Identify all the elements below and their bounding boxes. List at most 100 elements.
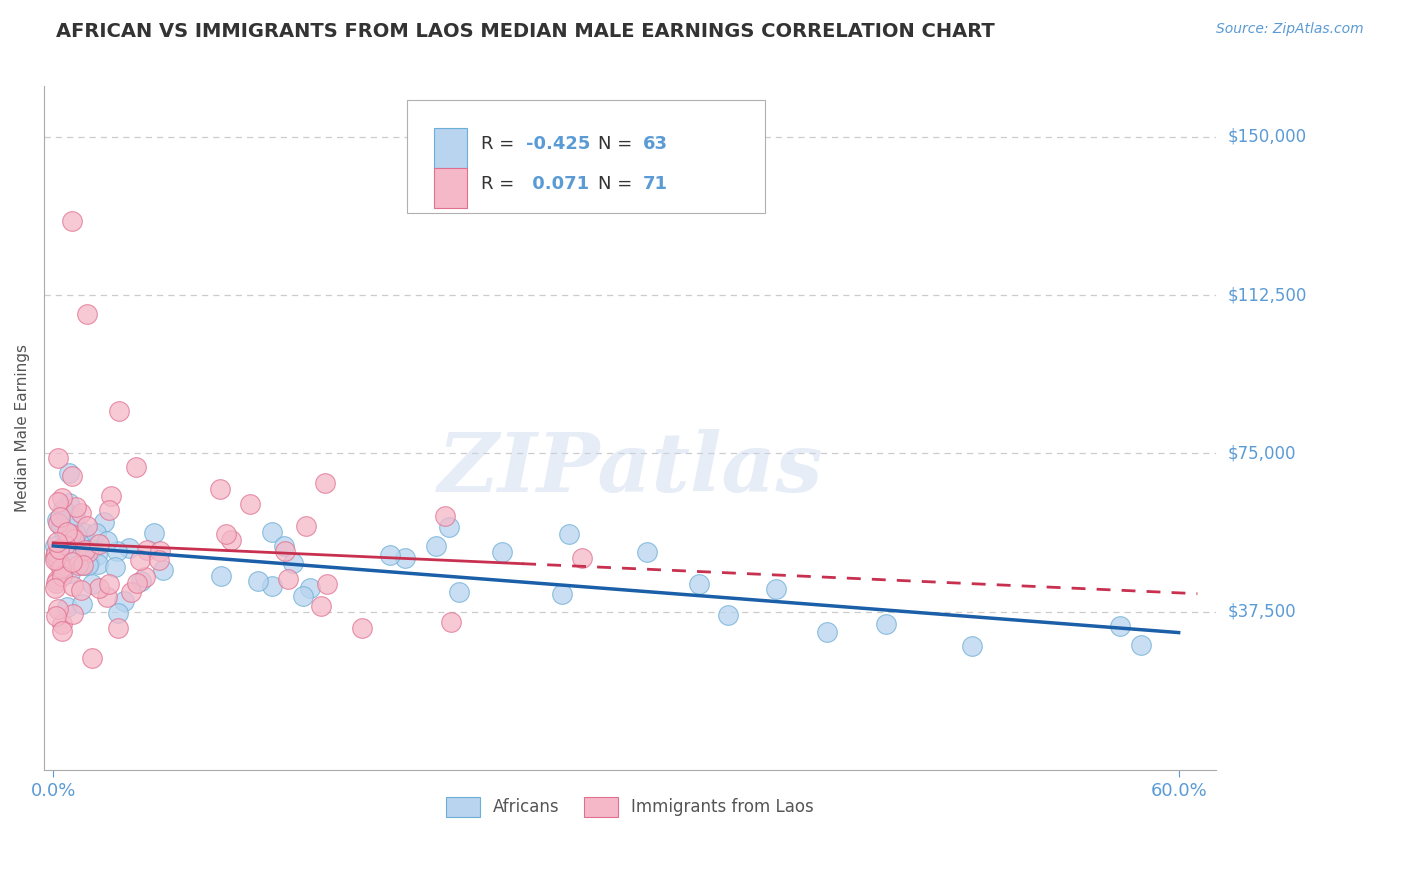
Point (70, 597, 93, 611)
Point (491, 545, 513, 559)
Point (298, 581, 321, 595)
Point (97, 502, 120, 516)
Text: AFRICAN VS IMMIGRANTS FROM LAOS MEDIAN MALE EARNINGS CORRELATION CHART: AFRICAN VS IMMIGRANTS FROM LAOS MEDIAN M… (56, 22, 995, 41)
Point (107, 606, 129, 620)
Point (571, 550, 593, 565)
Point (45, 608, 67, 623)
Point (46, 602, 69, 616)
Point (87, 537, 110, 551)
Point (46, 555, 69, 569)
Point (221, 533, 243, 547)
Point (65, 510, 87, 524)
Text: 0.071: 0.071 (526, 175, 589, 193)
Point (135, 542, 157, 557)
Point (86, 549, 108, 563)
Point (765, 582, 787, 597)
Point (76, 307, 98, 321)
Point (60, 468, 83, 483)
Point (281, 556, 304, 570)
Point (214, 527, 236, 541)
Point (46, 516, 69, 530)
Point (51, 624, 73, 639)
Point (960, 639, 983, 653)
Point (292, 589, 315, 603)
Point (48, 542, 70, 557)
Point (77, 545, 100, 559)
Point (309, 599, 332, 613)
Point (148, 553, 170, 567)
Point (815, 625, 838, 640)
Point (60, 555, 83, 569)
Point (148, 544, 170, 558)
Point (209, 483, 232, 497)
Point (59, 520, 82, 534)
Text: 63: 63 (643, 135, 668, 153)
Point (46, 513, 69, 527)
Point (63, 544, 86, 558)
Point (125, 459, 148, 474)
Point (44, 539, 66, 553)
Point (45, 576, 67, 591)
Bar (434, 169, 467, 208)
Point (112, 594, 135, 608)
Point (688, 577, 710, 591)
Point (46, 573, 69, 587)
Point (44, 549, 66, 563)
Point (73, 526, 96, 541)
Point (51, 491, 73, 505)
Point (239, 497, 262, 511)
Point (434, 508, 457, 523)
Point (104, 560, 127, 574)
Point (44, 582, 66, 596)
Point (96, 590, 118, 604)
Point (558, 527, 581, 541)
Point (45, 546, 67, 560)
Point (84, 525, 107, 540)
Point (45, 551, 67, 566)
Point (80, 577, 103, 591)
Point (716, 607, 738, 622)
Text: $75,000: $75,000 (1227, 444, 1296, 462)
Point (82, 651, 104, 665)
Point (93, 516, 115, 530)
Point (65, 500, 87, 514)
Point (46, 450, 69, 465)
Point (107, 622, 129, 636)
Point (87, 558, 110, 572)
Point (56, 600, 79, 615)
Point (274, 544, 297, 558)
Point (58, 496, 80, 510)
Bar (434, 128, 467, 168)
Point (44, 553, 66, 567)
Point (1108, 619, 1130, 633)
Point (82, 541, 104, 556)
Point (425, 539, 447, 553)
Point (437, 519, 460, 533)
Point (49, 519, 72, 533)
Point (53, 524, 76, 539)
Point (100, 489, 122, 503)
Legend: Africans, Immigrants from Laos: Africans, Immigrants from Laos (440, 790, 821, 823)
Text: $150,000: $150,000 (1227, 128, 1306, 146)
Point (551, 587, 574, 601)
Point (53, 538, 76, 552)
Point (440, 615, 463, 630)
Point (247, 574, 270, 588)
Point (378, 548, 401, 562)
Text: N =: N = (599, 175, 638, 193)
Point (73, 542, 96, 557)
Point (51, 501, 73, 516)
Point (105, 544, 128, 558)
Point (209, 568, 232, 582)
Point (46, 495, 69, 509)
Point (120, 585, 142, 599)
Point (89, 582, 111, 596)
Point (98, 577, 121, 591)
Point (67, 543, 90, 558)
Text: Source: ZipAtlas.com: Source: ZipAtlas.com (1216, 22, 1364, 37)
Point (70, 534, 93, 549)
Point (449, 584, 471, 599)
Point (350, 621, 373, 635)
Point (63, 533, 86, 547)
Point (118, 541, 141, 556)
